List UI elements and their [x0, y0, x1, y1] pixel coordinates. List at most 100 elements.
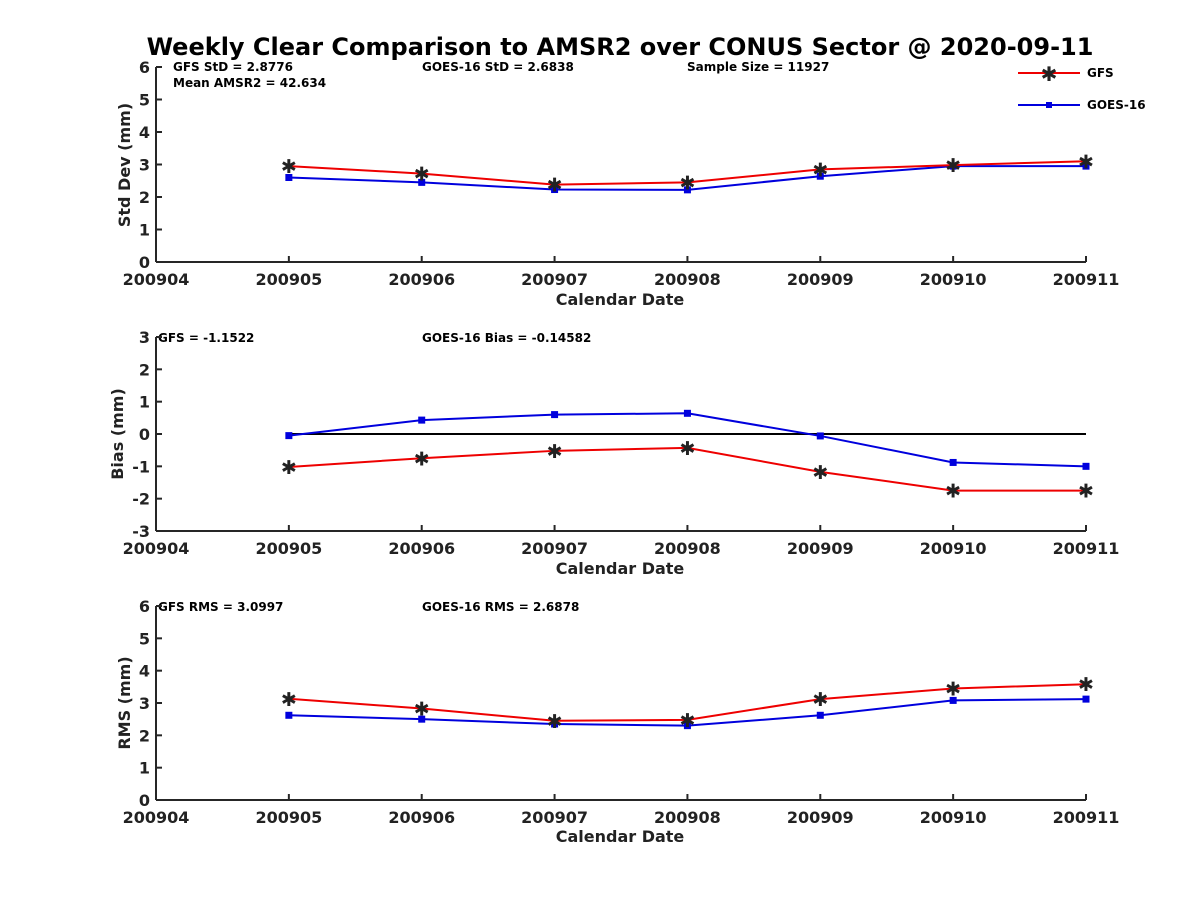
x-tick-label: 200911	[1053, 808, 1120, 827]
legend-gfs-marker: ✱	[1041, 62, 1058, 86]
legend-gfs-label: GFS	[1087, 66, 1114, 80]
data-point-goes-16	[285, 174, 293, 181]
y-tick-label: 6	[139, 58, 150, 77]
data-point-gfs: ✱	[812, 689, 828, 711]
y-tick-label: 2	[139, 360, 150, 379]
data-point-goes-16	[683, 409, 691, 417]
data-point-gfs: ✱	[1078, 481, 1094, 503]
data-point-gfs: ✱	[679, 172, 695, 194]
annotation-sample-size: Sample Size = 11927	[687, 60, 829, 74]
data-point-gfs: ✱	[547, 441, 563, 463]
y-tick-label: 2	[139, 726, 150, 745]
data-point-gfs: ✱	[281, 689, 297, 711]
x-tick-label: 200909	[787, 539, 854, 558]
x-tick-label: 200904	[123, 539, 190, 558]
data-point-gfs: ✱	[812, 159, 828, 181]
x-tick-label: 200909	[787, 808, 854, 827]
data-point-gfs: ✱	[414, 698, 430, 720]
annotation-gfs-std: GFS StD = 2.8776	[173, 60, 293, 74]
data-point-goes-16	[949, 696, 957, 704]
x-axis-label: Calendar Date	[556, 290, 685, 309]
y-tick-label: 1	[139, 393, 150, 412]
x-tick-label: 200907	[521, 270, 588, 289]
data-point-goes-16	[418, 416, 426, 424]
data-point-gfs: ✱	[812, 462, 828, 484]
x-tick-label: 200907	[521, 808, 588, 827]
panel-rms: GFS RMS = 3.0997 GOES-16 RMS = 2.6878 Ca…	[115, 600, 684, 846]
data-point-goes-16	[816, 432, 824, 440]
data-point-gfs: ✱	[679, 438, 695, 460]
plot-area: -3 -2 -1 0 1 2 3 200904 200905 200906 200907 200908…	[123, 328, 1120, 558]
y-tick-label: 4	[139, 662, 150, 681]
annotation-goes-rms: GOES-16 RMS = 2.6878	[422, 600, 579, 614]
y-tick-label: 0	[139, 253, 150, 272]
y-tick-label: -3	[132, 522, 150, 541]
data-point-gfs: ✱	[281, 457, 297, 479]
x-tick-label: 200908	[654, 539, 721, 558]
data-point-gfs: ✱	[547, 711, 563, 733]
x-tick-label: 200911	[1053, 270, 1120, 289]
y-tick-label: -2	[132, 490, 150, 509]
x-tick-label: 200905	[255, 539, 322, 558]
data-point-goes-16	[949, 458, 957, 466]
data-point-goes-16	[551, 720, 559, 728]
y-tick-label: 3	[139, 156, 150, 175]
data-point-gfs: ✱	[414, 164, 430, 186]
annotation-gfs-bias: GFS = -1.1522	[158, 331, 254, 345]
data-point-goes-16	[418, 715, 426, 723]
x-tick-label: 200907	[521, 539, 588, 558]
x-tick-label: 200905	[255, 270, 322, 289]
x-tick-label: 200908	[654, 270, 721, 289]
y-tick-label: 3	[139, 328, 150, 347]
y-tick-label: 1	[139, 759, 150, 778]
x-tick-label: 200906	[388, 270, 455, 289]
series-line-gfs	[288, 683, 1087, 722]
x-tick-label: 200910	[920, 270, 987, 289]
data-point-goes-16	[1082, 695, 1090, 703]
data-point-goes-16	[1082, 162, 1090, 170]
series-line-gfs	[288, 160, 1087, 186]
annotation-mean-amsr2: Mean AMSR2 = 42.634	[173, 76, 326, 90]
y-tick-label: 0	[139, 425, 150, 444]
plot-area: 0 1 2 3 4 5 6 200904 200905 200906 200907 200908 200…	[123, 597, 1120, 827]
data-point-goes-16	[816, 711, 824, 719]
x-tick-label: 200908	[654, 808, 721, 827]
y-tick-label: 6	[139, 597, 150, 616]
y-axis-label: RMS (mm)	[115, 656, 134, 749]
y-axis-label: Std Dev (mm)	[115, 103, 134, 227]
legend-goes-marker	[1046, 102, 1052, 108]
x-tick-label: 200905	[255, 808, 322, 827]
data-point-goes-16	[683, 722, 691, 730]
data-point-goes-16	[683, 186, 691, 194]
data-point-gfs: ✱	[547, 175, 563, 197]
annotation-gfs-rms: GFS RMS = 3.0997	[158, 600, 283, 614]
annotation-goes-std: GOES-16 StD = 2.6838	[422, 60, 574, 74]
plot-layer: 0 1 2 3 4 5 6 200904 200905 200906 200907 200908 200…	[123, 58, 1120, 827]
data-point-gfs: ✱	[414, 448, 430, 470]
y-tick-label: 3	[139, 694, 150, 713]
data-point-goes-16	[285, 711, 293, 719]
data-point-gfs: ✱	[281, 156, 297, 178]
data-point-gfs: ✱	[679, 710, 695, 732]
data-point-gfs: ✱	[945, 155, 961, 177]
data-point-goes-16	[551, 186, 559, 194]
data-point-goes-16	[285, 432, 293, 440]
chart-title: Weekly Clear Comparison to AMSR2 over CO…	[147, 33, 1094, 61]
x-tick-label: 200909	[787, 270, 854, 289]
x-axis-label: Calendar Date	[556, 559, 685, 578]
y-tick-label: 5	[139, 629, 150, 648]
x-tick-label: 200904	[123, 270, 190, 289]
y-tick-label: -1	[132, 457, 150, 476]
x-tick-label: 200904	[123, 808, 190, 827]
data-point-goes-16	[551, 411, 559, 419]
x-tick-label: 200910	[920, 539, 987, 558]
legend: ✱ GFS GOES-16	[1018, 62, 1146, 112]
data-point-goes-16	[816, 172, 824, 180]
data-point-gfs: ✱	[1078, 151, 1094, 173]
legend-goes-label: GOES-16	[1087, 98, 1146, 112]
panel-bias: GFS = -1.1522 GOES-16 Bias = -0.14582 Ca…	[108, 331, 684, 578]
data-point-gfs: ✱	[945, 678, 961, 700]
y-tick-label: 5	[139, 91, 150, 110]
y-tick-label: 1	[139, 221, 150, 240]
